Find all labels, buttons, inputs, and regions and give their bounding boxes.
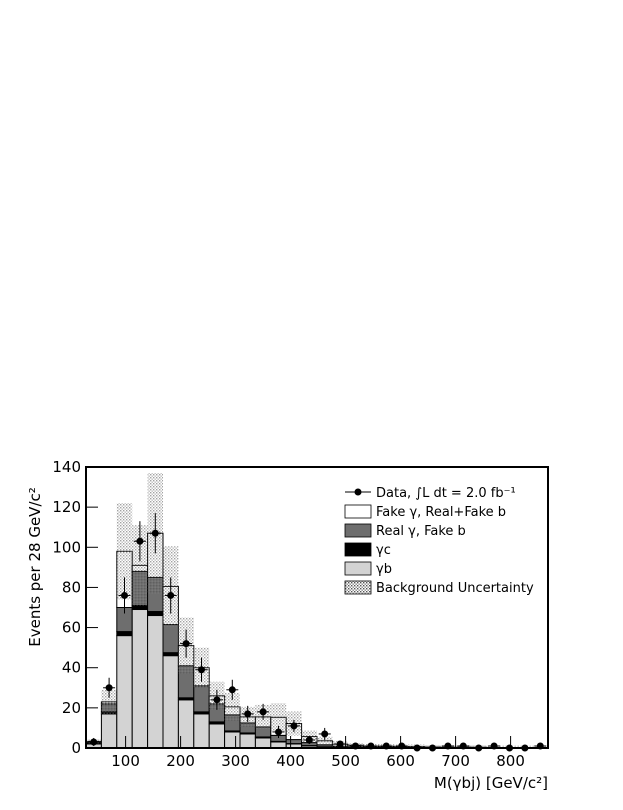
histogram-segment bbox=[132, 610, 147, 748]
data-point bbox=[90, 738, 97, 745]
legend-label: Fake γ, Real+Fake b bbox=[376, 505, 506, 520]
x-tick-label: 100 bbox=[111, 752, 140, 770]
y-tick-label: 0 bbox=[71, 739, 81, 757]
data-point bbox=[152, 530, 159, 537]
y-axis-label: Events per 28 GeV/c² bbox=[26, 487, 44, 647]
data-point bbox=[229, 686, 236, 693]
y-tick-label: 100 bbox=[52, 538, 81, 556]
histogram-segment bbox=[286, 740, 301, 744]
data-point bbox=[260, 708, 267, 715]
histogram-segment bbox=[255, 738, 270, 748]
data-point bbox=[275, 728, 282, 735]
histogram-segment bbox=[194, 686, 209, 712]
data-point bbox=[244, 710, 251, 717]
histogram-segment bbox=[117, 632, 132, 636]
data-point bbox=[136, 538, 143, 545]
histogram-segment bbox=[101, 714, 116, 748]
histogram-segment bbox=[163, 625, 178, 653]
data-point bbox=[106, 684, 113, 691]
histogram-segment bbox=[148, 612, 163, 616]
data-point bbox=[321, 730, 328, 737]
data-point bbox=[121, 592, 128, 599]
histogram-segment bbox=[117, 636, 132, 748]
x-tick-label: 200 bbox=[166, 752, 195, 770]
histogram-segment bbox=[132, 605, 147, 609]
legend-label: γb bbox=[376, 562, 392, 577]
histogram-segment bbox=[209, 724, 224, 748]
data-point bbox=[337, 740, 344, 747]
legend-swatch bbox=[345, 505, 371, 518]
x-tick-label: 400 bbox=[276, 752, 305, 770]
x-tick-label: 600 bbox=[386, 752, 415, 770]
data-point bbox=[306, 736, 313, 743]
y-tick-label: 40 bbox=[62, 659, 81, 677]
x-axis-label: M(γbj) [GeV/c²] bbox=[434, 774, 548, 792]
data-point bbox=[167, 592, 174, 599]
histogram-segment bbox=[194, 714, 209, 748]
legend-swatch bbox=[345, 562, 371, 575]
y-tick-label: 80 bbox=[62, 578, 81, 596]
legend-label: Data, ∫L dt = 2.0 fb⁻¹ bbox=[376, 486, 516, 501]
legend-label: Real γ, Fake b bbox=[376, 524, 466, 539]
x-tick-label: 500 bbox=[331, 752, 360, 770]
legend-swatch bbox=[345, 581, 371, 594]
data-point bbox=[290, 722, 297, 729]
x-tick-label: 800 bbox=[496, 752, 525, 770]
legend-swatch bbox=[345, 543, 371, 556]
legend-label: Background Uncertainty bbox=[376, 581, 534, 596]
legend: Data, ∫L dt = 2.0 fb⁻¹ Fake γ, Real+Fake … bbox=[345, 486, 534, 596]
legend-label: γc bbox=[376, 543, 391, 558]
x-tick-label: 300 bbox=[221, 752, 250, 770]
y-tick-label: 20 bbox=[62, 699, 81, 717]
data-point bbox=[198, 666, 205, 673]
legend-swatch bbox=[345, 524, 371, 537]
histogram-segment bbox=[225, 732, 240, 748]
data-point bbox=[183, 640, 190, 647]
histogram-segment bbox=[163, 656, 178, 748]
legend-marker bbox=[355, 489, 362, 496]
y-tick-label: 120 bbox=[52, 498, 81, 516]
x-tick-label: 700 bbox=[441, 752, 470, 770]
data-point bbox=[213, 696, 220, 703]
histogram-segment bbox=[240, 734, 255, 748]
y-tick-label: 60 bbox=[62, 619, 81, 637]
histogram-segment bbox=[148, 616, 163, 748]
y-tick-label: 140 bbox=[52, 458, 81, 476]
